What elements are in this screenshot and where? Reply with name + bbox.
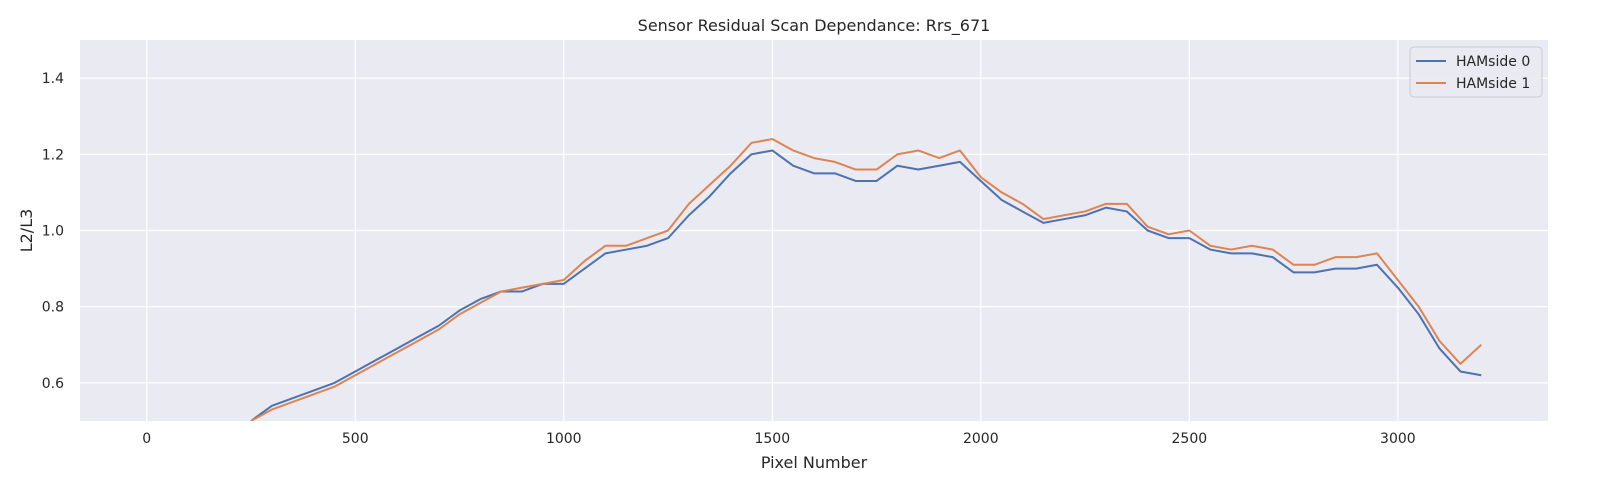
series-layer — [250, 138, 1482, 421]
x-tick-label: 3000 — [1380, 431, 1416, 447]
x-tick-label: 500 — [342, 431, 369, 447]
series-line-hamside-0 — [250, 149, 1482, 421]
legend-label-hamside-0: HAMside 0 — [1456, 54, 1530, 70]
chart-title: Sensor Residual Scan Dependance: Rrs_671 — [638, 16, 991, 36]
y-tick-label: 1.2 — [42, 147, 64, 163]
series-line-hamside-1 — [250, 138, 1482, 421]
y-tick-label: 1.4 — [42, 71, 64, 87]
x-tick-label: 2500 — [1172, 431, 1208, 447]
legend: HAMside 0 HAMside 1 — [1409, 46, 1543, 98]
grid — [80, 40, 1548, 421]
x-tick-label: 0 — [142, 431, 151, 447]
y-ticks: 0.6 0.8 1.0 1.2 1.4 — [42, 71, 64, 392]
x-ticks: 0 500 1000 1500 2000 2500 3000 — [142, 431, 1415, 447]
legend-box — [1409, 46, 1543, 98]
x-axis-label: Pixel Number — [761, 453, 868, 472]
x-tick-label: 2000 — [963, 431, 999, 447]
y-tick-label: 0.8 — [42, 300, 64, 316]
y-tick-label: 1.0 — [42, 224, 64, 240]
x-tick-label: 1500 — [754, 431, 790, 447]
x-tick-label: 1000 — [546, 431, 582, 447]
legend-label-hamside-1: HAMside 1 — [1456, 76, 1530, 92]
y-axis-label: L2/L3 — [17, 209, 36, 253]
y-tick-label: 0.6 — [42, 376, 64, 392]
